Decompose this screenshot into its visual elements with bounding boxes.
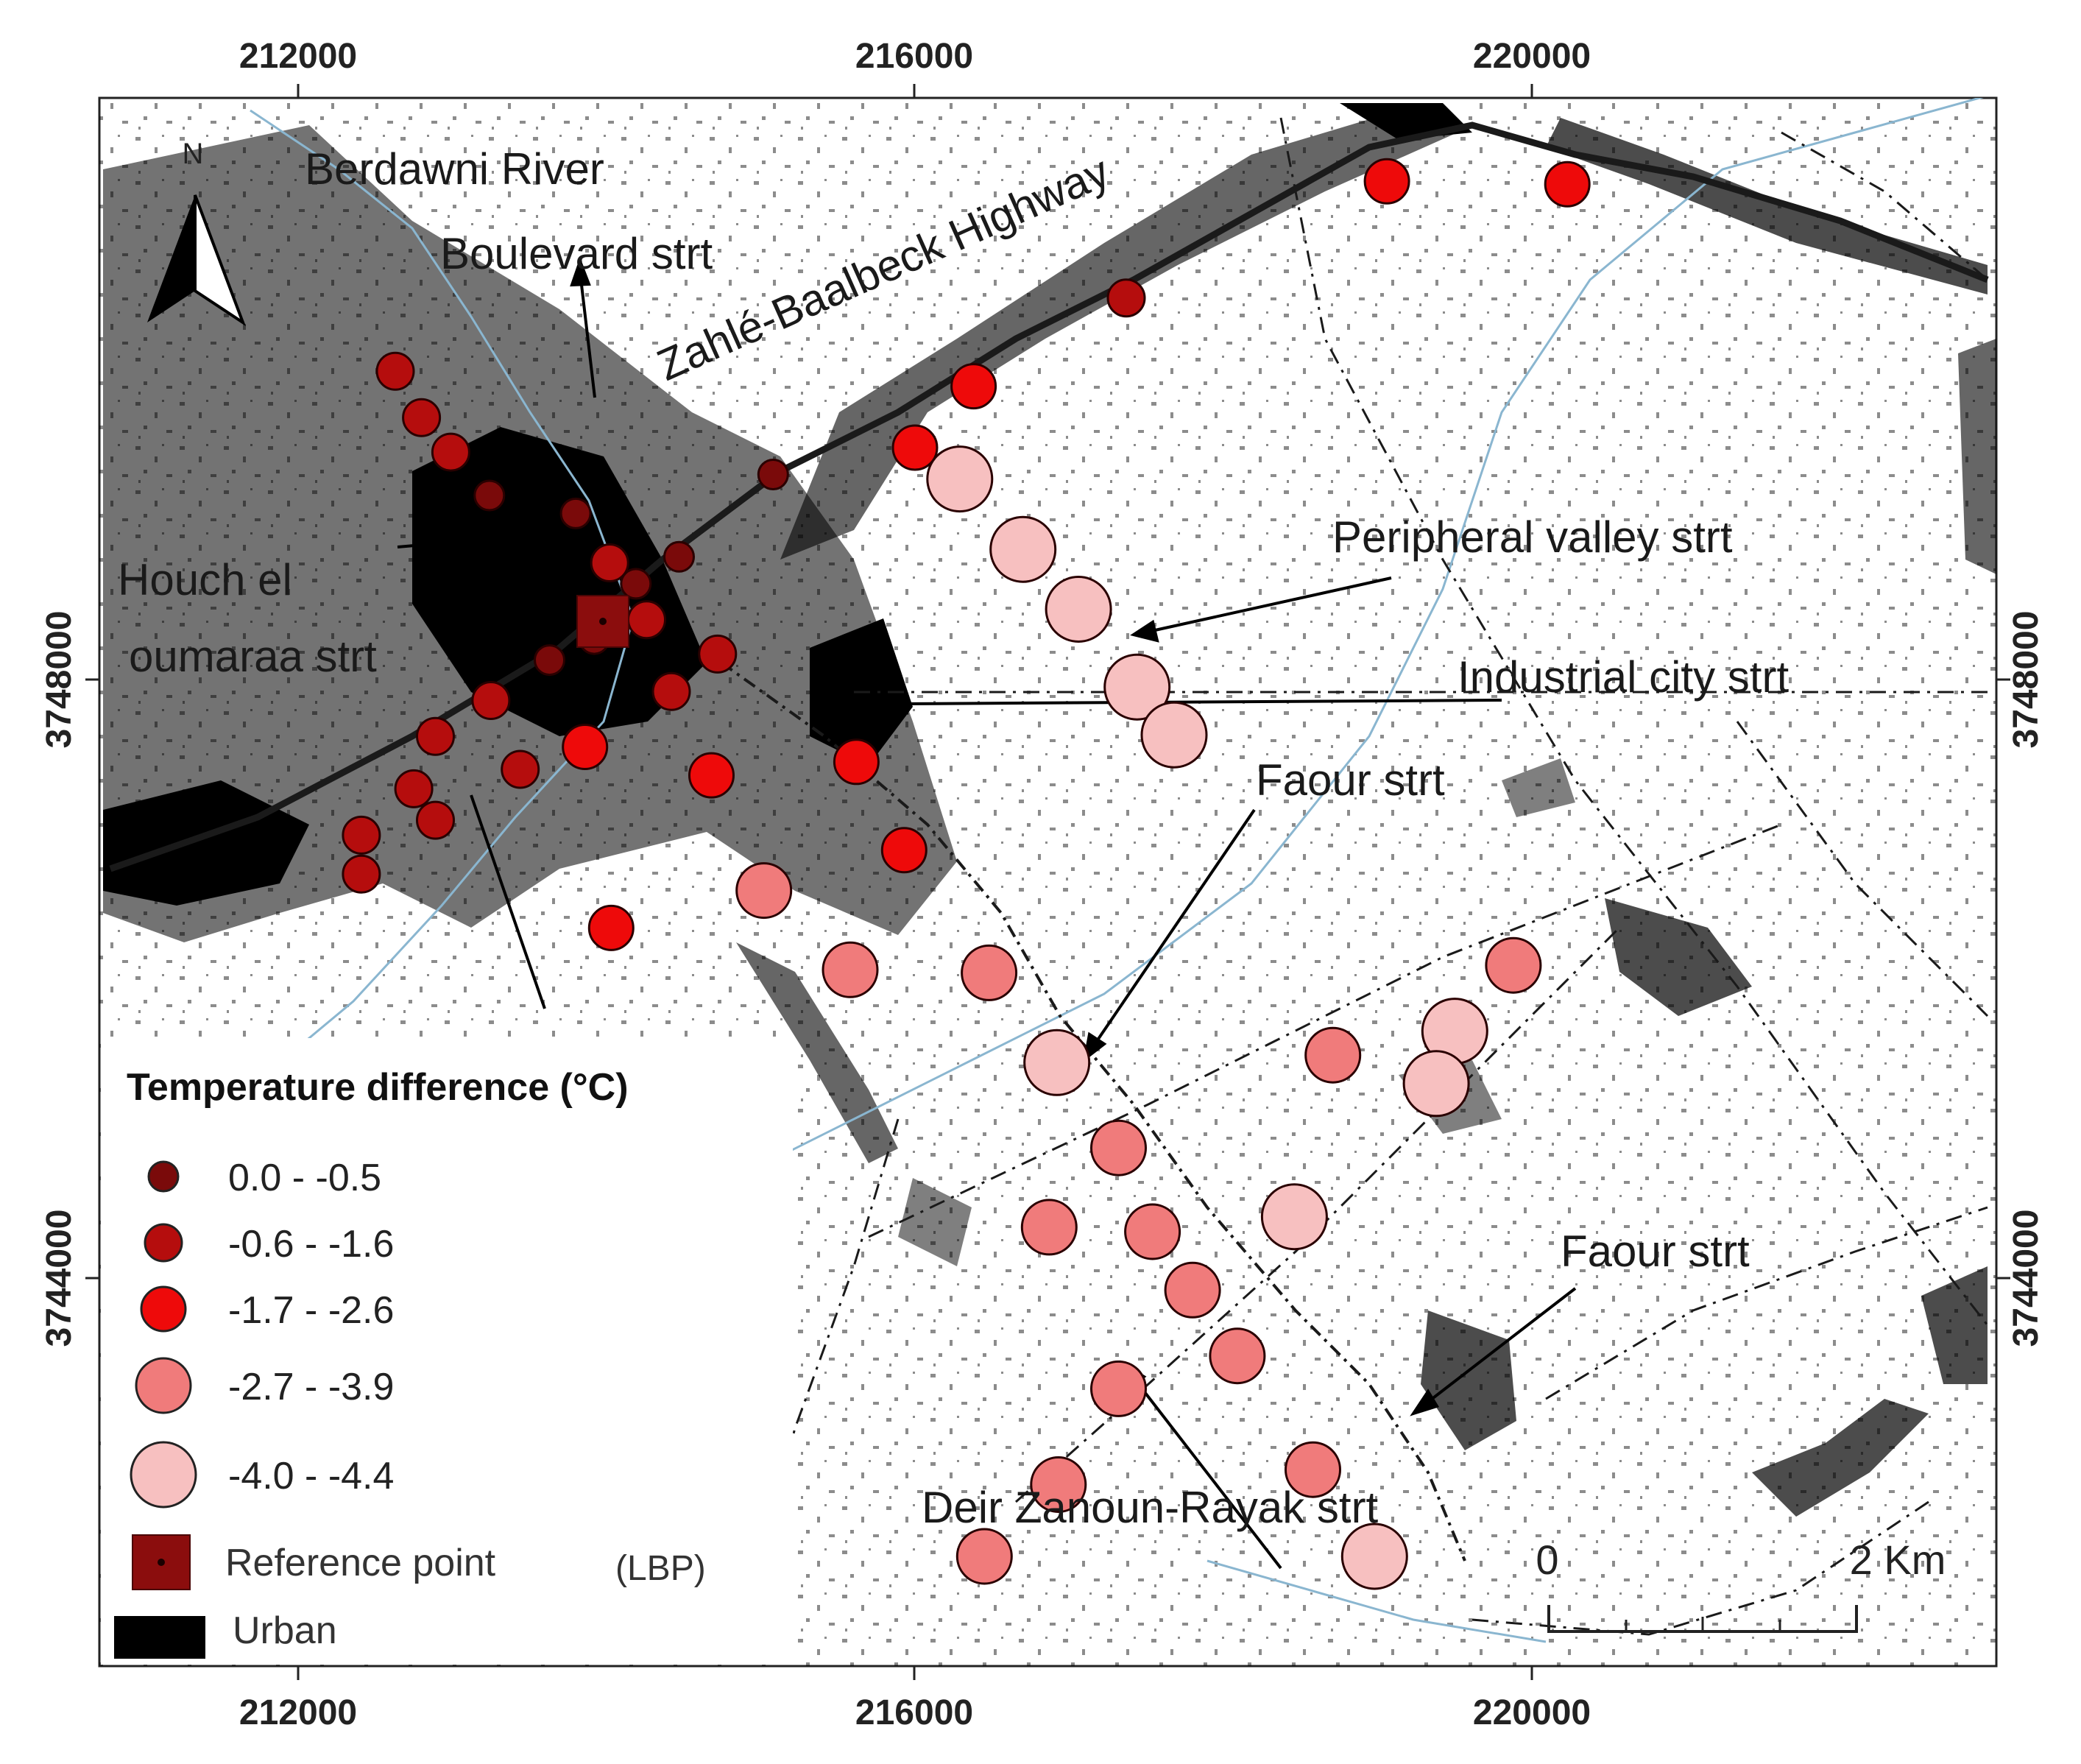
legend-title: Temperature difference (°C) [127, 1066, 629, 1109]
legend-reference-label: Reference point [225, 1542, 496, 1584]
berdawni-river-label: Berdawni River [305, 144, 604, 194]
legend-class4-label: -2.7 - -3.9 [228, 1366, 394, 1408]
temperature-point-36 [1103, 653, 1171, 721]
temperature-point-50 [1209, 1327, 1266, 1385]
temperature-point-15 [620, 568, 652, 600]
x-tick-bottom-3: 220000 [1473, 1693, 1591, 1732]
temperature-point-3 [1106, 278, 1146, 318]
temperature-point-13 [590, 543, 629, 582]
temperature-points-layer [342, 158, 1591, 1590]
temperature-point-19 [698, 634, 738, 674]
temperature-point-18 [534, 644, 565, 677]
temperature-point-25 [394, 769, 434, 808]
temperature-point-30 [833, 738, 880, 786]
temperature-point-54 [955, 1528, 1013, 1585]
legend-urban-symbol [114, 1616, 205, 1659]
temperature-point-51 [1090, 1360, 1147, 1417]
temperature-point-23 [416, 716, 455, 756]
x-tick-top-2: 216000 [855, 37, 973, 76]
y-tick-left-2: 3744000 [40, 1210, 79, 1347]
temperature-point-39 [961, 944, 1018, 1001]
temperature-point-37 [1140, 701, 1208, 769]
temperature-point-31 [880, 827, 928, 874]
y-tick-left-1: 3748000 [40, 611, 79, 749]
temperature-point-21 [471, 681, 511, 720]
legend-symbol-class2 [144, 1223, 183, 1263]
north-label: N [183, 138, 204, 170]
industrial-city-label: Industrial city strt [1458, 652, 1789, 702]
temperature-point-6 [926, 445, 994, 513]
temperature-point-29 [688, 752, 735, 799]
temperature-point-49 [1164, 1261, 1221, 1319]
legend: Temperature difference (°C) 0.0 - -0.5 -… [101, 1038, 793, 1665]
temperature-point-16 [627, 600, 666, 640]
temperature-point-7 [757, 459, 789, 490]
x-tick-top-3: 220000 [1473, 37, 1591, 76]
temperature-point-14 [663, 540, 695, 573]
y-tick-right-1: 3748000 [2007, 611, 2046, 749]
legend-class5-label: -4.0 - -4.4 [228, 1455, 394, 1497]
temperature-point-35 [1045, 576, 1112, 643]
x-tick-bottom-2: 216000 [855, 1693, 973, 1732]
boulevard-street-label: Boulevard strt [440, 229, 713, 278]
temperature-point-11 [473, 479, 506, 512]
temperature-point-4 [950, 363, 997, 410]
scale-bar-max: 2 Km [1850, 1537, 1946, 1583]
x-tick-top-1: 212000 [239, 37, 357, 76]
legend-symbol-class1 [147, 1160, 180, 1193]
temperature-point-9 [402, 398, 442, 437]
deir-zanoun-label: Deir Zanoun-Rayak strt [922, 1483, 1379, 1532]
temperature-point-55 [1340, 1523, 1408, 1590]
scale-bar: 0 2 Km [1536, 1537, 1946, 1633]
faour-street-label-2: Faour strt [1561, 1227, 1750, 1276]
scale-bar-zero: 0 [1536, 1537, 1558, 1583]
legend-symbol-class3 [140, 1285, 187, 1333]
x-tick-bottom-1: 212000 [239, 1693, 357, 1732]
temperature-point-8 [375, 351, 415, 391]
temperature-point-44 [1402, 1050, 1470, 1118]
temperature-point-10 [431, 432, 470, 472]
temperature-point-52 [1030, 1456, 1087, 1513]
temperature-point-34 [989, 515, 1057, 583]
temperature-point-24 [501, 749, 540, 789]
temperature-point-53 [1285, 1441, 1341, 1498]
temperature-point-2 [1544, 160, 1591, 208]
houch-label-line2: oumaraa strt [129, 632, 377, 681]
temperature-point-32 [587, 904, 635, 951]
legend-class1-label: 0.0 - -0.5 [228, 1157, 381, 1199]
reference-point-marker [576, 595, 629, 648]
temperature-point-26 [416, 800, 455, 840]
temperature-point-42 [1485, 936, 1542, 994]
temperature-point-40 [1023, 1029, 1091, 1096]
north-arrow-icon: N [147, 138, 247, 327]
legend-symbol-class5 [130, 1441, 197, 1509]
coordinate-grid-labels: 212000 216000 220000 212000 216000 22000… [40, 37, 2046, 1732]
temperature-point-48 [1260, 1183, 1328, 1251]
faour-street-label-1: Faour strt [1256, 755, 1445, 805]
temperature-point-33 [735, 862, 793, 920]
houch-label-line1: Houch el [118, 555, 292, 604]
peripheral-valley-label: Peripheral valley strt [1332, 512, 1733, 562]
temperature-point-12 [559, 497, 592, 529]
temperature-point-5 [891, 424, 939, 471]
legend-class2-label: -0.6 - -1.6 [228, 1223, 394, 1266]
temperature-point-45 [1090, 1119, 1147, 1176]
temperature-point-1 [1363, 158, 1410, 205]
legend-urban-label: Urban [233, 1609, 337, 1652]
temperature-point-27 [342, 815, 381, 855]
legend-symbol-class4 [135, 1357, 192, 1414]
temperature-point-46 [1020, 1199, 1078, 1256]
temperature-point-41 [1304, 1026, 1362, 1084]
callout-arrows [397, 257, 1577, 1570]
legend-lbp-label: (LBP) [615, 1549, 706, 1588]
temperature-point-47 [1124, 1203, 1181, 1260]
temperature-point-28 [342, 854, 381, 894]
temperature-point-20 [651, 671, 691, 711]
temperature-point-38 [822, 941, 879, 998]
legend-class3-label: -1.7 - -2.6 [228, 1289, 394, 1332]
temperature-point-22 [562, 724, 609, 770]
y-tick-right-2: 3744000 [2007, 1210, 2046, 1347]
